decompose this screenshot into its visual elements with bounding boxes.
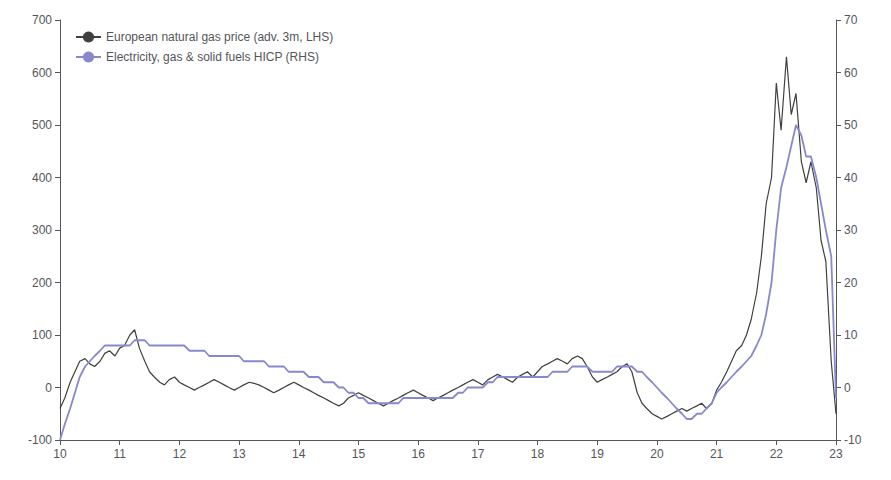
svg-text:16: 16 (411, 447, 425, 461)
svg-text:60: 60 (844, 66, 858, 80)
svg-text:12: 12 (173, 447, 187, 461)
svg-text:17: 17 (471, 447, 485, 461)
svg-text:10: 10 (844, 328, 858, 342)
svg-text:50: 50 (844, 118, 858, 132)
svg-text:300: 300 (32, 223, 52, 237)
svg-text:European natural gas price (ad: European natural gas price (adv. 3m, LHS… (106, 30, 333, 44)
svg-text:600: 600 (32, 66, 52, 80)
svg-text:-100: -100 (28, 433, 52, 447)
svg-text:21: 21 (710, 447, 724, 461)
svg-text:22: 22 (770, 447, 784, 461)
svg-text:20: 20 (650, 447, 664, 461)
svg-text:40: 40 (844, 171, 858, 185)
svg-text:Electricity, gas & solid fuels: Electricity, gas & solid fuels HICP (RHS… (106, 50, 319, 64)
svg-text:13: 13 (232, 447, 246, 461)
svg-text:70: 70 (844, 13, 858, 27)
svg-text:0: 0 (844, 381, 851, 395)
svg-text:100: 100 (32, 328, 52, 342)
svg-text:0: 0 (45, 381, 52, 395)
svg-text:11: 11 (113, 447, 126, 461)
svg-text:18: 18 (531, 447, 545, 461)
svg-text:400: 400 (32, 171, 52, 185)
svg-text:200: 200 (32, 276, 52, 290)
svg-text:10: 10 (53, 447, 67, 461)
svg-text:20: 20 (844, 276, 858, 290)
svg-text:19: 19 (591, 447, 605, 461)
svg-text:-10: -10 (844, 433, 862, 447)
svg-text:30: 30 (844, 223, 858, 237)
svg-text:23: 23 (829, 447, 843, 461)
svg-text:700: 700 (32, 13, 52, 27)
svg-text:500: 500 (32, 118, 52, 132)
svg-text:15: 15 (352, 447, 366, 461)
svg-text:14: 14 (292, 447, 306, 461)
